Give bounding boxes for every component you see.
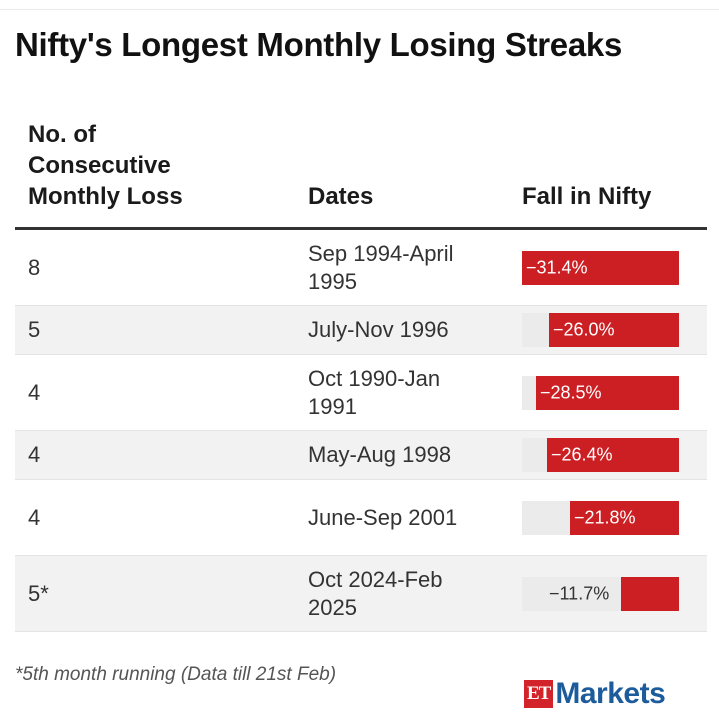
fall-bar-track: −28.5% [522,375,679,410]
fall-bar-track: −21.8% [522,500,679,535]
fall-label: −31.4% [526,257,588,277]
header-count-line: No. of [28,121,96,148]
table-row: 8 Sep 1994-April 1995 −31.4% [15,230,707,306]
fall-label: −21.8% [574,507,636,527]
page-title: Nifty's Longest Monthly Losing Streaks [15,26,623,63]
cell-dates: Sep 1994-April 1995 [308,240,454,294]
table-row: 4 May-Aug 1998 −26.4% [15,431,707,480]
table-row: 4 Oct 1990-Jan 1991 −28.5% [15,355,707,431]
cell-count: 8 [28,254,41,280]
header-count-line: Monthly Loss [28,183,183,210]
cell-dates: July-Nov 1996 [308,317,449,342]
fall-label: −26.4% [551,444,613,465]
table-row: 5 July-Nov 1996 −26.0% [15,306,707,355]
fall-label: −26.0% [553,319,615,340]
fall-bar [549,313,679,347]
cell-dates: May-Aug 1998 [308,442,452,467]
cell-count: 4 [28,379,41,405]
cell-count: 4 [28,504,41,530]
fall-bar-track: −31.4% [522,250,679,285]
cell-count: 5 [28,317,41,342]
footnote: *5th month running (Data till 21st Feb) [15,664,337,685]
logo-et: ET [524,680,554,708]
top-divider [0,9,719,10]
header-divider [15,227,707,230]
fall-bar [621,576,679,611]
header-fall: Fall in Nifty [522,183,652,210]
header-count: No. of Consecutive Monthly Loss [28,119,268,212]
fall-bar [536,375,679,410]
fall-bar [522,250,679,285]
fall-bar [547,438,679,472]
fall-label: −11.7% [549,583,610,603]
table-body: 8 Sep 1994-April 1995 −31.4% 5 July-Nov 1996… [15,230,707,632]
table-row: 4 June-Sep 2001 −21.8% [15,480,707,556]
cell-dates: Oct 1990-Jan 1991 [308,365,441,419]
fall-bar-track: −26.4% [522,438,679,472]
et-markets-logo: ET Markets [524,677,666,711]
cell-dates: Oct 2024-Feb 2025 [308,566,443,620]
cell-dates: June-Sep 2001 [308,504,458,530]
cell-count: 5* [28,580,49,606]
fall-bar [570,500,679,535]
fall-bar-track: −26.0% [522,313,679,347]
header-dates: Dates [308,183,374,210]
logo-markets: Markets [555,677,666,710]
fall-bar-track: −11.7% [522,576,679,611]
header-count-line: Consecutive [28,152,171,179]
fall-label: −28.5% [540,382,602,402]
table-row: 5* Oct 2024-Feb 2025 −11.7% [15,556,707,632]
cell-count: 4 [28,442,41,467]
